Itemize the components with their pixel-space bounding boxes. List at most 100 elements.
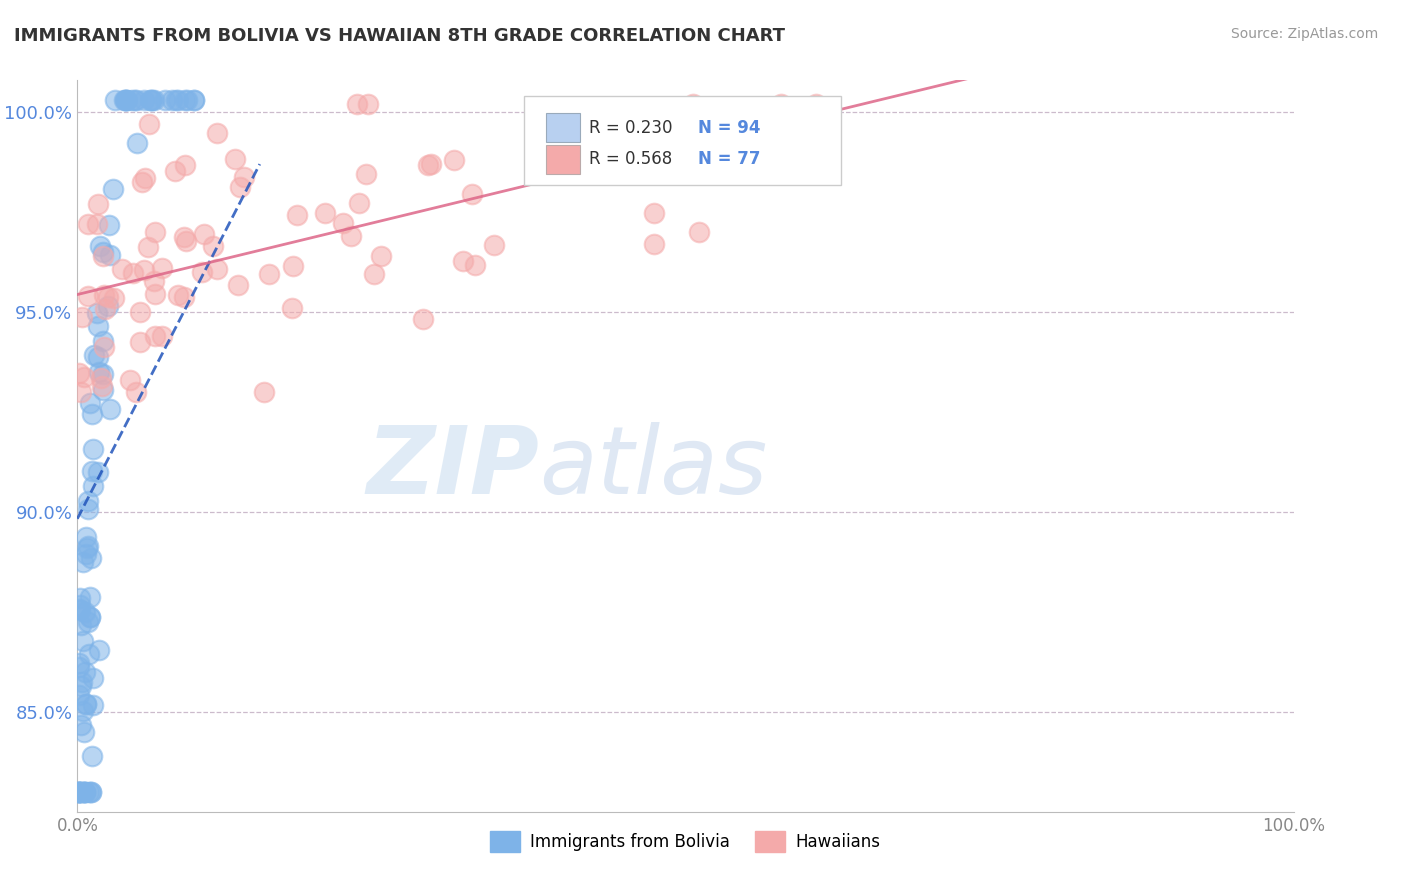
Point	[76, 494, 98, 508]
Point	[419, 157, 441, 171]
Point	[138, 240, 160, 254]
Point	[103, 291, 125, 305]
Point	[67, 689, 90, 703]
Point	[115, 93, 138, 107]
Point	[98, 402, 121, 417]
Point	[75, 547, 97, 561]
Point	[167, 288, 190, 302]
Point	[73, 370, 96, 384]
Point	[91, 245, 114, 260]
Point	[575, 120, 598, 134]
Point	[70, 785, 93, 799]
Point	[769, 97, 792, 112]
Point	[253, 385, 276, 400]
Point	[79, 785, 101, 799]
Point	[77, 539, 100, 553]
Point	[69, 591, 91, 605]
Point	[183, 93, 205, 107]
Point	[150, 260, 173, 275]
Point	[688, 225, 710, 239]
Point	[232, 170, 254, 185]
Point	[111, 261, 134, 276]
Point	[79, 785, 101, 799]
Point	[339, 228, 361, 243]
Point	[73, 785, 96, 799]
Point	[124, 93, 146, 107]
Point	[70, 618, 93, 632]
Point	[67, 366, 90, 380]
Point	[122, 267, 145, 281]
Point	[98, 248, 121, 262]
Point	[86, 217, 108, 231]
Point	[139, 93, 162, 107]
Point	[643, 206, 665, 220]
Bar	[546, 145, 579, 174]
Point	[281, 260, 304, 274]
Point	[75, 698, 97, 712]
Point	[76, 289, 98, 303]
Point	[139, 93, 162, 107]
Point	[72, 785, 94, 799]
Point	[76, 217, 98, 231]
Point	[356, 167, 378, 181]
Point	[76, 530, 98, 544]
Point	[80, 464, 103, 478]
Point	[75, 697, 97, 711]
Point	[87, 465, 110, 479]
Point	[79, 610, 101, 624]
Point	[67, 785, 90, 799]
Point	[73, 785, 96, 799]
Point	[87, 319, 110, 334]
Point	[174, 157, 197, 171]
Point	[183, 93, 205, 107]
Point	[643, 236, 665, 251]
FancyBboxPatch shape	[523, 96, 841, 185]
Point	[314, 206, 336, 220]
Point	[191, 265, 214, 279]
Point	[141, 93, 163, 107]
Point	[97, 299, 120, 313]
Point	[93, 288, 115, 302]
Point	[115, 93, 138, 107]
Point	[82, 442, 104, 456]
Point	[82, 671, 104, 685]
Point	[132, 93, 155, 107]
Point	[101, 182, 124, 196]
Point	[80, 749, 103, 764]
Point	[804, 97, 827, 112]
Point	[80, 550, 103, 565]
Point	[451, 254, 474, 268]
Point	[72, 704, 94, 718]
Point	[91, 384, 114, 398]
Point	[138, 117, 160, 131]
Point	[69, 718, 91, 732]
Point	[86, 305, 108, 319]
Point	[142, 93, 165, 107]
Point	[349, 195, 371, 210]
Point	[97, 290, 120, 304]
Point	[152, 328, 174, 343]
Point	[67, 657, 90, 671]
Point	[134, 170, 156, 185]
Point	[281, 301, 304, 316]
Point	[72, 785, 94, 799]
Text: R = 0.230: R = 0.230	[589, 119, 673, 136]
Point	[89, 642, 111, 657]
Point	[257, 267, 280, 281]
Text: atlas: atlas	[540, 423, 768, 514]
Point	[67, 659, 90, 673]
Point	[72, 634, 94, 648]
Point	[91, 368, 114, 382]
Point	[165, 164, 187, 178]
Point	[416, 158, 439, 172]
Text: Source: ZipAtlas.com: Source: ZipAtlas.com	[1230, 27, 1378, 41]
Point	[193, 227, 215, 242]
Point	[153, 93, 176, 107]
Point	[77, 647, 100, 661]
Point	[90, 371, 112, 385]
Legend: Immigrants from Bolivia, Hawaiians: Immigrants from Bolivia, Hawaiians	[484, 824, 887, 858]
Point	[83, 348, 105, 362]
Point	[226, 278, 249, 293]
Point	[69, 603, 91, 617]
Point	[75, 665, 97, 679]
